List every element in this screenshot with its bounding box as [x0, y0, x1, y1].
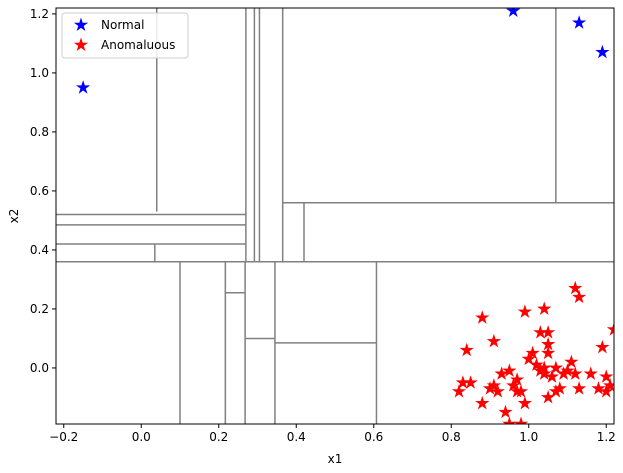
x-tick-label: 0.0 [132, 430, 151, 444]
anomalous-point-marker [548, 360, 563, 374]
y-tick-label: 0.6 [30, 184, 49, 198]
anomalous-legend-marker [73, 37, 89, 52]
anomalous-point-marker [490, 384, 505, 398]
x-tick-label: 1.2 [597, 430, 616, 444]
anomalous-point-marker [517, 395, 532, 410]
normal-point-marker [506, 8, 521, 17]
x-tick-label: 0.6 [364, 430, 383, 444]
anomalous-point-marker [606, 322, 614, 336]
anomalous-point-marker [541, 345, 556, 360]
legend: Normal Anomaluous [61, 12, 189, 59]
anomalous-point-marker [572, 381, 587, 395]
x-tick-label: 1.0 [519, 430, 538, 444]
anomalous-point-marker [529, 357, 544, 372]
y-tick-label: 0.2 [30, 302, 49, 316]
x-tick-label: 0.2 [209, 430, 228, 444]
anomalous-point-marker [568, 366, 583, 380]
anomalous-point-marker [517, 304, 532, 318]
anomalous-point-marker [552, 381, 567, 395]
anomalous-point-marker [583, 366, 598, 380]
anomalous-point-marker [572, 289, 587, 304]
x-axis-label: x1 [328, 452, 343, 466]
anomalous-point-marker [486, 378, 501, 392]
normal-point-marker [572, 15, 587, 29]
anomalous-point-marker [603, 378, 614, 392]
data-markers [76, 8, 614, 424]
y-tick-label: 1.2 [30, 7, 49, 21]
y-tick-label: 0.8 [30, 125, 49, 139]
axes-frame [55, 7, 615, 425]
anomalous-point-marker [459, 342, 474, 357]
x-axis-ticks: −0.2 0.0 0.2 0.4 0.6 0.8 1.0 1.2 [49, 424, 616, 444]
anomalous-point-marker [599, 369, 614, 383]
anomalous-point-marker [513, 384, 529, 398]
x-tick-label: −0.2 [49, 430, 78, 444]
normal-point-marker [76, 80, 91, 94]
anomalous-point-marker [537, 366, 552, 380]
anomalous-point-marker [486, 333, 501, 348]
anomalous-point-marker [475, 395, 490, 410]
anomalous-point-marker [568, 280, 583, 295]
anomalous-point-marker [498, 404, 513, 419]
anomalous-point-marker [544, 369, 560, 383]
anomalous-point-marker [510, 372, 525, 386]
anomalous-point-marker [475, 310, 490, 324]
normal-point-marker [595, 44, 610, 59]
y-tick-label: 0.4 [30, 243, 49, 257]
anomalous-point-marker [463, 375, 478, 389]
x-tick-label: 0.8 [442, 430, 461, 444]
y-tick-label: 0.0 [30, 361, 49, 375]
anomalous-legend-label: Anomaluous [101, 38, 175, 52]
anomalous-point-marker [494, 366, 509, 380]
anomalous-point-marker [537, 301, 552, 315]
partition-lines [56, 8, 614, 424]
anomalous-point-marker [595, 339, 610, 354]
legend-box [61, 12, 189, 59]
anomalous-point-marker [525, 345, 540, 360]
anomalous-point-marker [564, 354, 579, 369]
anomalous-point-marker [502, 416, 517, 424]
anomalous-point-marker [560, 363, 575, 377]
anomalous-point-marker [541, 325, 556, 339]
y-tick-label: 1.0 [30, 66, 49, 80]
anomalous-point-marker [502, 363, 517, 377]
anomalous-point-marker [513, 416, 529, 424]
anomalous-point-marker [451, 384, 467, 398]
y-axis-ticks: 0.0 0.2 0.4 0.6 0.8 1.0 1.2 [30, 7, 56, 375]
x-tick-label: 0.4 [287, 430, 306, 444]
normal-legend-marker [73, 17, 89, 32]
y-axis-label: x2 [7, 209, 21, 224]
normal-legend-label: Normal [101, 18, 144, 32]
anomalous-point-marker [541, 336, 556, 351]
anomalous-point-marker [591, 381, 606, 395]
